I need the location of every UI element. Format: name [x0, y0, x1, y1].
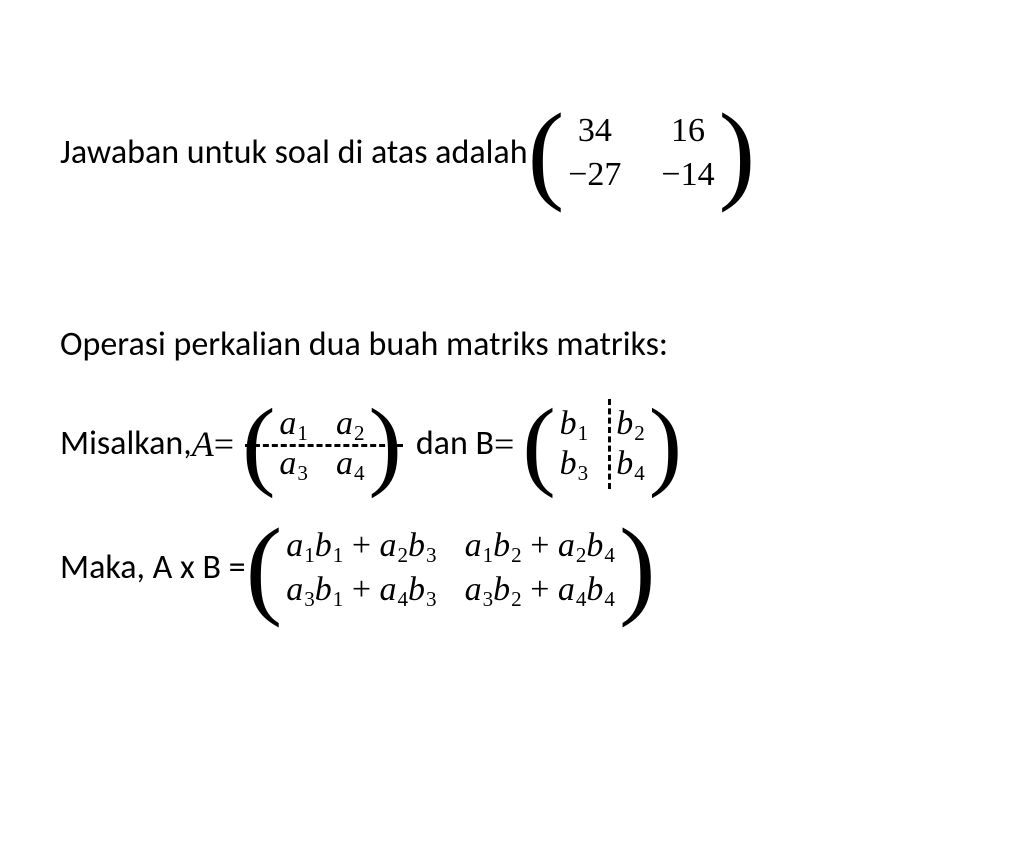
m-cell: b2 — [616, 405, 645, 443]
answer-line: Jawaban untuk soal di atas adalah ( 34 1… — [60, 110, 964, 196]
symbol-A: A — [192, 423, 214, 465]
equals: = — [214, 423, 234, 465]
matrix-AxB: ( a1b1 + a2b3 a1b2 + a2b4 a3b1 + a4b3 a3… — [246, 525, 656, 611]
m-cell: a3b2 + a4b4 — [465, 571, 615, 609]
matrix-A: ( a1 a2 a3 a4 ) — [242, 405, 402, 483]
m-cell: b1 — [560, 405, 589, 443]
answer-matrix: ( 34 16 −27 −14 ) — [528, 110, 756, 196]
m-cell: b4 — [616, 445, 645, 483]
m-cell: 34 — [578, 112, 612, 150]
result-line: Maka, A x B = ( a1b1 + a2b3 a1b2 + a2b4 … — [60, 525, 964, 611]
explain-line: Operasi perkalian dua buah matriks matri… — [60, 324, 964, 365]
right-paren: ) — [619, 525, 656, 611]
m-cell: a4 — [336, 445, 365, 483]
m-cell: a3 — [279, 445, 308, 483]
matrix-A-grid: a1 a2 a3 a4 — [275, 405, 368, 483]
result-prefix: Maka, A x B = — [60, 547, 246, 588]
spacer — [60, 387, 964, 405]
m-cell: −14 — [661, 156, 714, 194]
left-paren: ( — [246, 525, 283, 611]
matrix-AxB-grid: a1b1 + a2b3 a1b2 + a2b4 a3b1 + a4b3 a3b2… — [282, 525, 619, 611]
matrix-B-grid: b1 b2 b3 b4 — [556, 405, 649, 483]
answer-matrix-grid: 34 16 −27 −14 — [564, 110, 718, 196]
m-cell: a1b1 + a2b3 — [286, 527, 436, 565]
matrix-B: ( b1 b2 b3 b4 ) — [522, 405, 682, 483]
left-paren: ( — [528, 110, 565, 196]
define-prefix: Misalkan, — [60, 423, 192, 464]
m-cell: a2 — [336, 405, 365, 443]
m-cell: a3b1 + a4b3 — [286, 571, 436, 609]
page: Jawaban untuk soal di atas adalah ( 34 1… — [0, 0, 1024, 611]
explain-text: Operasi perkalian dua buah matriks matri… — [60, 324, 668, 365]
m-cell: b3 — [560, 445, 589, 483]
mid-text: dan B — [416, 423, 494, 464]
right-paren: ) — [649, 405, 682, 483]
equals: = — [494, 423, 514, 465]
spacer — [60, 264, 964, 324]
m-cell: a1b2 + a2b4 — [465, 527, 615, 565]
define-line: Misalkan, A = ( a1 a2 a3 a4 ) dan B = ( … — [60, 405, 964, 483]
m-cell: a1 — [279, 405, 308, 443]
answer-prefix: Jawaban untuk soal di atas adalah — [60, 132, 528, 173]
m-cell: −27 — [568, 156, 621, 194]
m-cell: 16 — [671, 112, 705, 150]
left-paren: ( — [522, 405, 555, 483]
right-paren: ) — [719, 110, 756, 196]
